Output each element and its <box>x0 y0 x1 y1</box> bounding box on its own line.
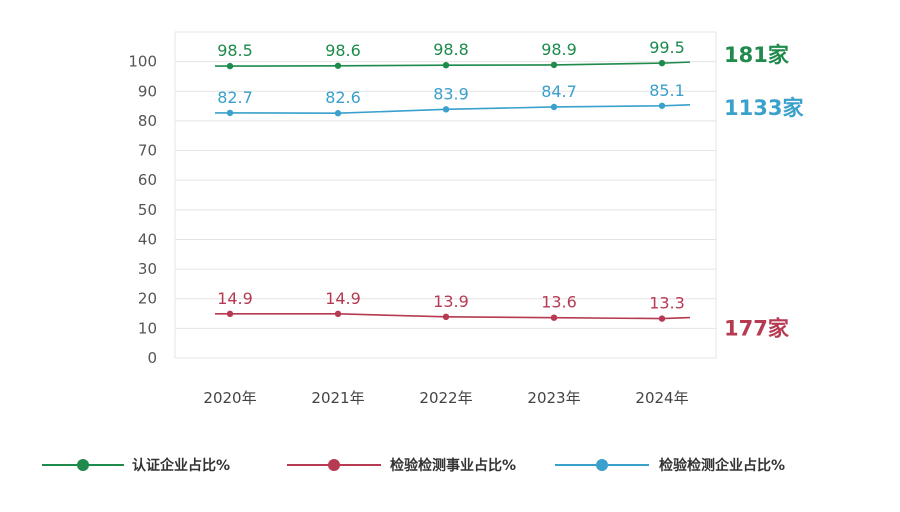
y-tick-label: 40 <box>138 230 157 248</box>
y-tick-label: 100 <box>128 53 157 71</box>
series-line <box>215 313 691 320</box>
data-label: 13.6 <box>541 293 577 312</box>
legend-label: 检验检测企业占比% <box>659 457 785 474</box>
y-tick-label: 60 <box>138 171 157 189</box>
data-label: 98.5 <box>217 41 253 60</box>
series-counts: 181家 177家 1133家 <box>724 43 804 340</box>
legend-label: 检验检测事业占比% <box>390 457 516 474</box>
data-label: 84.7 <box>541 82 577 101</box>
data-label: 82.7 <box>217 88 253 107</box>
x-tick-label: 2021年 <box>311 389 364 407</box>
series-0: 98.5 98.6 98.8 98.9 99.5 <box>215 38 691 70</box>
legend-label: 认证企业占比% <box>132 457 230 474</box>
data-label: 98.8 <box>433 40 469 59</box>
data-point <box>550 61 558 69</box>
data-point <box>334 62 342 69</box>
data-label: 13.9 <box>433 292 469 311</box>
series-count-label: 177家 <box>724 317 790 341</box>
data-point <box>334 310 342 318</box>
legend-marker <box>328 459 340 471</box>
data-point <box>442 106 450 113</box>
data-point <box>658 59 666 67</box>
y-axis-ticks: 0 10 20 30 40 50 60 70 80 90 100 <box>128 53 157 367</box>
data-label: 85.1 <box>649 81 685 100</box>
series-1: 14.9 14.9 13.9 13.6 13.3 <box>215 289 691 322</box>
data-point <box>550 314 558 321</box>
series-line <box>215 61 691 67</box>
y-tick-label: 80 <box>138 112 157 130</box>
series-count-label: 1133家 <box>724 96 804 120</box>
series-line <box>215 103 691 115</box>
x-tick-label: 2024年 <box>635 389 688 407</box>
series-2: 82.7 82.6 83.9 84.7 85.1 <box>215 81 691 117</box>
y-tick-label: 0 <box>147 349 157 367</box>
data-point <box>226 109 234 117</box>
x-tick-label: 2020年 <box>203 389 256 407</box>
y-tick-label: 10 <box>138 319 157 337</box>
series-count-label: 181家 <box>724 43 790 67</box>
data-point <box>658 102 666 109</box>
x-axis-ticks: 2020年 2021年 2022年 2023年 2024年 <box>203 389 688 407</box>
grid-lines <box>174 31 717 359</box>
data-label: 99.5 <box>649 38 685 57</box>
data-label: 83.9 <box>433 84 469 103</box>
series-group: 98.5 98.6 98.8 98.9 99.5 14.9 14.9 13.9 13.6 13.3… <box>215 38 691 322</box>
y-tick-label: 90 <box>138 82 157 100</box>
legend-marker <box>596 459 608 471</box>
data-point <box>442 61 450 69</box>
data-label: 98.9 <box>541 40 577 59</box>
data-label: 14.9 <box>217 289 253 308</box>
x-tick-label: 2023年 <box>527 389 580 407</box>
data-point <box>550 103 558 111</box>
data-label: 82.6 <box>325 88 361 107</box>
y-tick-label: 70 <box>138 142 157 160</box>
y-tick-label: 50 <box>138 201 157 219</box>
y-tick-label: 20 <box>138 290 157 308</box>
data-point <box>442 313 450 321</box>
data-point <box>658 315 666 322</box>
legend-marker <box>77 459 89 471</box>
data-point <box>334 110 342 117</box>
data-label: 13.3 <box>649 294 685 313</box>
data-label: 14.9 <box>325 289 361 308</box>
y-tick-label: 30 <box>138 260 157 278</box>
legend: 认证企业占比% 检验检测事业占比% 检验检测企业占比% <box>42 457 785 474</box>
data-point <box>226 62 234 70</box>
data-label: 98.6 <box>325 41 361 60</box>
data-point <box>226 310 234 318</box>
x-tick-label: 2022年 <box>419 389 472 407</box>
